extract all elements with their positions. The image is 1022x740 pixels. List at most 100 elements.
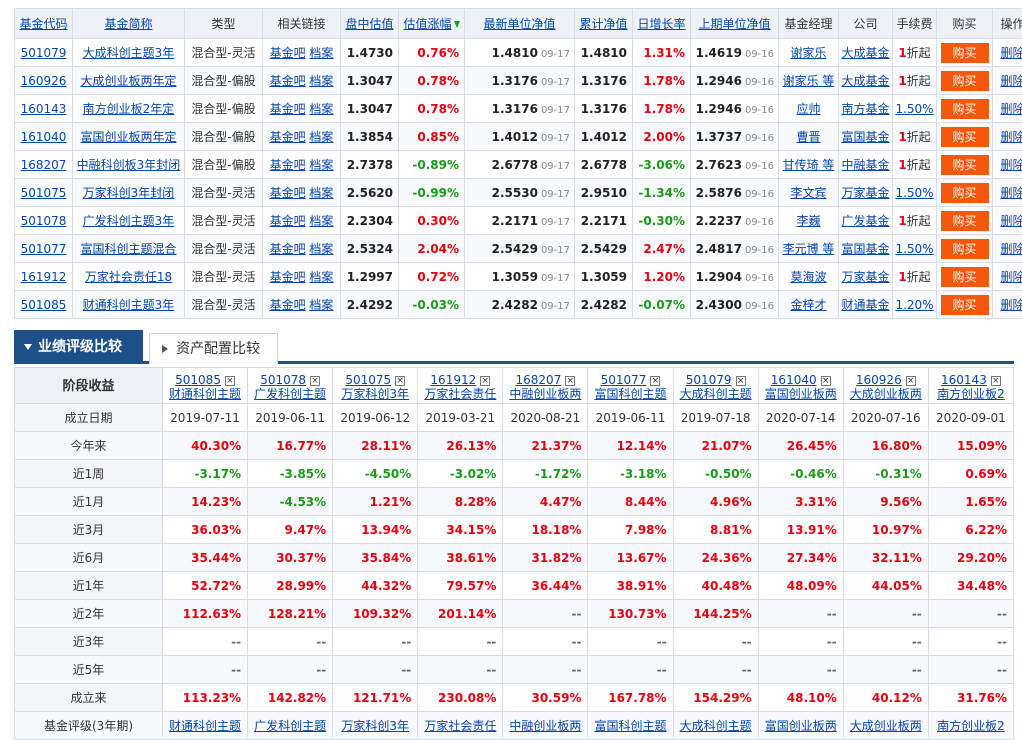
fund-code-link[interactable]: 161912 — [20, 269, 67, 284]
rating-fund-link[interactable]: 大成科创主题 — [679, 719, 752, 733]
compare-fund-name-link[interactable]: 富国科创主题 — [594, 386, 667, 401]
fund-name-link[interactable]: 广发科创主题3年 — [82, 214, 175, 228]
archive-link[interactable]: 档案 — [309, 214, 334, 228]
compare-fund-code-link[interactable]: 160926 — [855, 372, 902, 387]
manager-link[interactable]: 李元博 等 — [782, 242, 835, 256]
fund-code-link[interactable]: 501079 — [20, 45, 67, 60]
remove-fund-icon[interactable]: × — [565, 375, 576, 386]
fund-code-link[interactable]: 168207 — [20, 157, 67, 172]
header-code[interactable]: 基金代码 — [14, 8, 73, 39]
forum-link[interactable]: 基金吧 — [269, 270, 306, 284]
header-est-chg-link[interactable]: 估值涨幅 — [403, 17, 452, 31]
compare-fund-name-link[interactable]: 广发科创主题 — [254, 386, 327, 401]
buy-button[interactable]: 购买 — [940, 70, 989, 91]
header-est-chg[interactable]: 估值涨幅 — [398, 8, 465, 39]
fee-link[interactable]: 1.50% — [895, 101, 934, 116]
fund-code-link[interactable]: 161040 — [20, 129, 67, 144]
company-link[interactable]: 大成基金 — [841, 74, 890, 88]
rating-fund-link[interactable]: 万家科创3年 — [341, 719, 410, 733]
remove-fund-icon[interactable]: × — [480, 375, 491, 386]
delete-link[interactable]: 删除 — [1000, 214, 1022, 228]
company-link[interactable]: 富国基金 — [841, 130, 890, 144]
compare-fund-name-link[interactable]: 中融创业板两 — [509, 386, 582, 401]
remove-fund-icon[interactable]: × — [735, 375, 746, 386]
delete-link[interactable]: 删除 — [1000, 102, 1022, 116]
remove-fund-icon[interactable]: × — [224, 375, 235, 386]
header-est[interactable]: 盘中估值 — [340, 8, 399, 39]
buy-button[interactable]: 购买 — [940, 266, 989, 287]
compare-fund-code-link[interactable]: 168207 — [515, 372, 562, 387]
fund-name-link[interactable]: 富国科创主题混合 — [80, 242, 177, 256]
forum-link[interactable]: 基金吧 — [269, 186, 306, 200]
forum-link[interactable]: 基金吧 — [269, 102, 306, 116]
fund-code-link[interactable]: 501085 — [20, 297, 67, 312]
remove-fund-icon[interactable]: × — [650, 375, 661, 386]
manager-link[interactable]: 谢家乐 等 — [782, 74, 835, 88]
rating-fund-link[interactable]: 万家社会责任 — [424, 719, 497, 733]
delete-link[interactable]: 删除 — [1000, 186, 1022, 200]
compare-fund-name-link[interactable]: 富国创业板两 — [764, 386, 837, 401]
manager-link[interactable]: 应帅 — [796, 102, 821, 116]
compare-fund-name-link[interactable]: 大成科创主题 — [679, 386, 752, 401]
rating-fund-link[interactable]: 财通科创主题 — [169, 719, 242, 733]
compare-fund-name-link[interactable]: 财通科创主题 — [169, 386, 242, 401]
fund-name-link[interactable]: 万家科创3年封闭 — [82, 186, 175, 200]
company-link[interactable]: 南方基金 — [841, 102, 890, 116]
rating-fund-link[interactable]: 大成创业板两 — [849, 719, 922, 733]
forum-link[interactable]: 基金吧 — [269, 46, 306, 60]
header-name-link[interactable]: 基金简称 — [104, 17, 153, 31]
archive-link[interactable]: 档案 — [309, 74, 334, 88]
remove-fund-icon[interactable]: × — [395, 375, 406, 386]
delete-link[interactable]: 删除 — [1000, 158, 1022, 172]
buy-button[interactable]: 购买 — [940, 126, 989, 147]
compare-fund-code-link[interactable]: 161040 — [770, 372, 817, 387]
manager-link[interactable]: 李巍 — [796, 214, 821, 228]
fund-code-link[interactable]: 501075 — [20, 185, 67, 200]
buy-button[interactable]: 购买 — [940, 154, 989, 175]
compare-fund-code-link[interactable]: 160143 — [941, 372, 987, 387]
header-acc[interactable]: 累计净值 — [574, 8, 633, 39]
buy-button[interactable]: 购买 — [940, 98, 989, 119]
sort-down-icon[interactable] — [453, 21, 460, 28]
remove-fund-icon[interactable]: × — [990, 375, 1001, 386]
compare-fund-code-link[interactable]: 161912 — [430, 372, 477, 387]
forum-link[interactable]: 基金吧 — [269, 158, 306, 172]
compare-fund-name-link[interactable]: 大成创业板两 — [849, 386, 922, 401]
delete-link[interactable]: 删除 — [1000, 46, 1022, 60]
company-link[interactable]: 广发基金 — [841, 214, 890, 228]
header-name[interactable]: 基金简称 — [72, 8, 185, 39]
compare-fund-name-link[interactable]: 南方创业板2 — [937, 386, 1005, 401]
tab-performance-rating[interactable]: 业绩评级比较 — [14, 330, 143, 364]
rating-fund-link[interactable]: 广发科创主题 — [254, 719, 327, 733]
archive-link[interactable]: 档案 — [309, 158, 334, 172]
archive-link[interactable]: 档案 — [309, 186, 334, 200]
remove-fund-icon[interactable]: × — [310, 375, 321, 386]
delete-link[interactable]: 删除 — [1000, 270, 1022, 284]
header-code-link[interactable]: 基金代码 — [19, 17, 68, 31]
company-link[interactable]: 富国基金 — [841, 242, 890, 256]
forum-link[interactable]: 基金吧 — [269, 214, 306, 228]
header-nav[interactable]: 最新单位净值 — [464, 8, 575, 39]
header-prev-nav-link[interactable]: 上期单位净值 — [698, 17, 771, 31]
remove-fund-icon[interactable]: × — [820, 375, 831, 386]
buy-button[interactable]: 购买 — [940, 182, 989, 203]
tab-asset-allocation[interactable]: 资产配置比较 — [149, 333, 278, 364]
archive-link[interactable]: 档案 — [309, 270, 334, 284]
fee-link[interactable]: 1.50% — [895, 241, 934, 256]
header-daily-link[interactable]: 日增长率 — [637, 17, 686, 31]
header-nav-link[interactable]: 最新单位净值 — [483, 17, 556, 31]
header-prev-nav[interactable]: 上期单位净值 — [690, 8, 779, 39]
rating-fund-link[interactable]: 中融创业板两 — [509, 719, 582, 733]
fee-link[interactable]: 1.50% — [895, 185, 934, 200]
manager-link[interactable]: 李文宾 — [790, 186, 827, 200]
header-daily[interactable]: 日增长率 — [632, 8, 691, 39]
compare-fund-code-link[interactable]: 501079 — [685, 372, 732, 387]
company-link[interactable]: 万家基金 — [841, 186, 890, 200]
fund-name-link[interactable]: 中融科创板3年封闭 — [76, 158, 181, 172]
archive-link[interactable]: 档案 — [309, 102, 334, 116]
fund-name-link[interactable]: 大成创业板两年定 — [80, 74, 177, 88]
forum-link[interactable]: 基金吧 — [269, 242, 306, 256]
archive-link[interactable]: 档案 — [309, 298, 334, 312]
manager-link[interactable]: 莫海波 — [790, 270, 827, 284]
compare-fund-code-link[interactable]: 501078 — [260, 372, 307, 387]
